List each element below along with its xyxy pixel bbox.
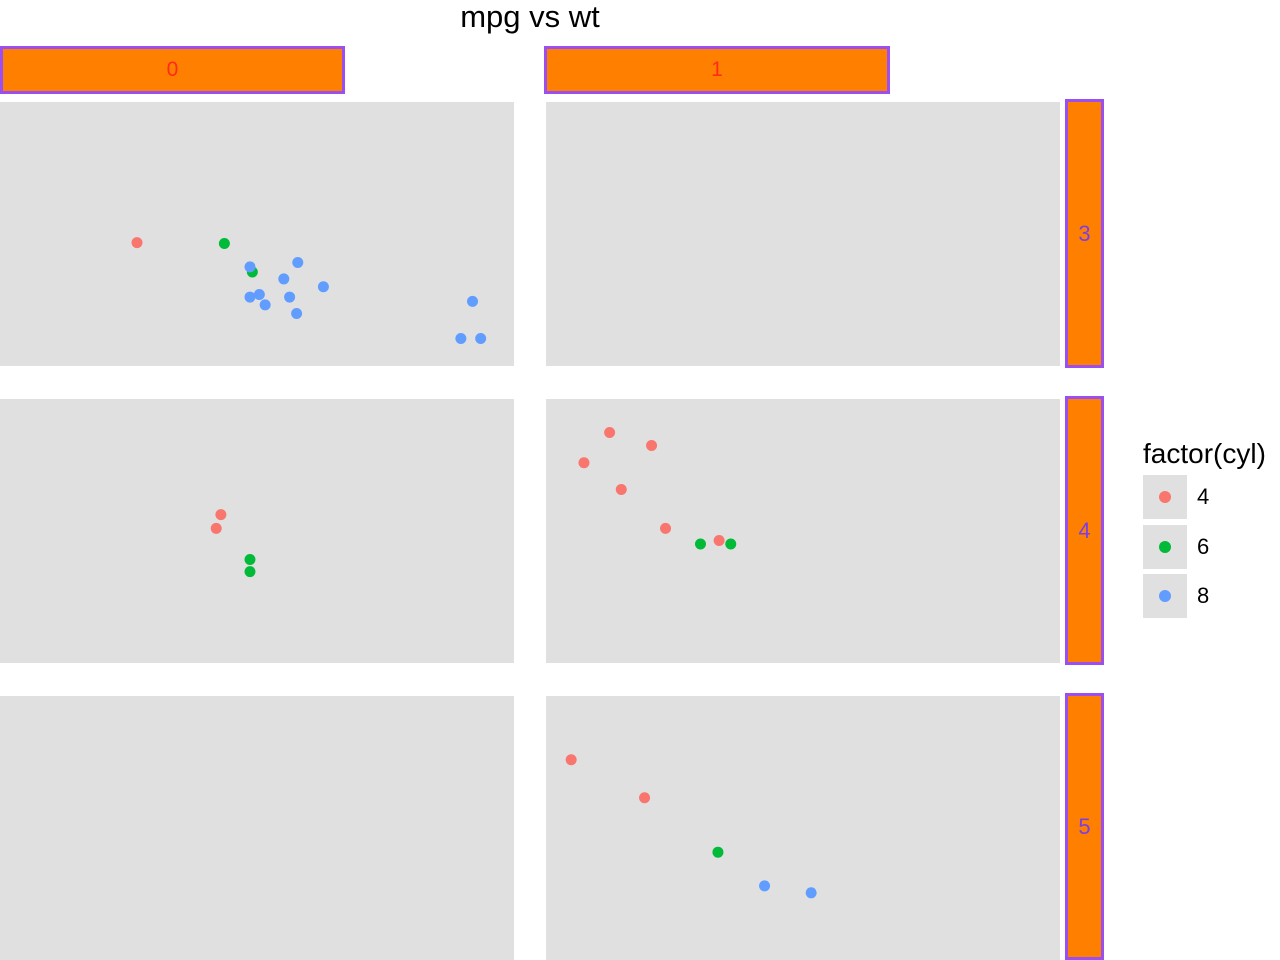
- facet-row-label: 3: [1078, 220, 1091, 246]
- facet-panel: [546, 696, 1060, 960]
- facet-panel: [546, 102, 1060, 366]
- data-point-cyl-8: [244, 261, 256, 273]
- legend-label-6: 6: [1197, 534, 1210, 559]
- data-point-cyl-8: [317, 281, 329, 293]
- data-point-cyl-8: [455, 333, 467, 345]
- data-point-cyl-8: [292, 257, 304, 269]
- data-point-cyl-6: [244, 566, 256, 578]
- data-point-cyl-4: [131, 237, 143, 249]
- data-point-cyl-4: [639, 792, 651, 804]
- legend-dot: [1159, 491, 1171, 503]
- legend-dot: [1159, 541, 1171, 553]
- facet-row-strip-5: 5: [1065, 693, 1104, 960]
- legend-title: factor(cyl): [1143, 438, 1266, 469]
- data-point-cyl-8: [244, 291, 256, 303]
- legend-label-4: 4: [1197, 484, 1210, 509]
- legend-key-8: [1143, 574, 1187, 618]
- facet-panel: [0, 399, 514, 663]
- data-point-cyl-4: [215, 509, 227, 521]
- facet-column-strip-1: 1: [544, 46, 890, 94]
- facet-row-label: 4: [1078, 517, 1091, 543]
- facet-row-label: 5: [1078, 813, 1091, 839]
- facet-column-strip-0: 0: [0, 46, 345, 94]
- facet-panel: [546, 399, 1060, 663]
- data-point-cyl-8: [284, 291, 296, 303]
- data-point-cyl-8: [759, 880, 771, 892]
- data-point-cyl-6: [712, 846, 724, 858]
- legend-key-6: [1143, 525, 1187, 569]
- data-point-cyl-8: [467, 295, 479, 307]
- facet-row-strip-3: 3: [1065, 99, 1104, 368]
- facet-panel: [0, 696, 514, 960]
- chart-title: mpg vs wt: [460, 0, 600, 34]
- legend-dot: [1159, 590, 1171, 602]
- data-point-cyl-8: [259, 299, 271, 311]
- data-point-cyl-6: [725, 538, 737, 550]
- data-point-cyl-6: [218, 238, 230, 250]
- data-point-cyl-4: [565, 754, 577, 766]
- data-point-cyl-8: [291, 307, 303, 319]
- facet-row-strip-4: 4: [1065, 396, 1104, 665]
- legend-key-4: [1143, 475, 1187, 519]
- facet-panel: [0, 102, 514, 366]
- data-point-cyl-4: [646, 439, 658, 451]
- data-point-cyl-4: [615, 484, 627, 496]
- data-point-cyl-4: [660, 522, 672, 534]
- data-point-cyl-4: [210, 522, 222, 534]
- data-point-cyl-4: [578, 457, 590, 469]
- data-point-cyl-8: [805, 887, 817, 899]
- legend-label-8: 8: [1197, 583, 1210, 608]
- data-point-cyl-6: [694, 538, 706, 550]
- data-point-cyl-8: [278, 273, 290, 285]
- data-point-cyl-8: [253, 288, 265, 300]
- data-point-cyl-4: [713, 535, 725, 547]
- data-point-cyl-8: [475, 333, 487, 345]
- data-point-cyl-6: [244, 554, 256, 566]
- data-point-cyl-4: [604, 427, 616, 439]
